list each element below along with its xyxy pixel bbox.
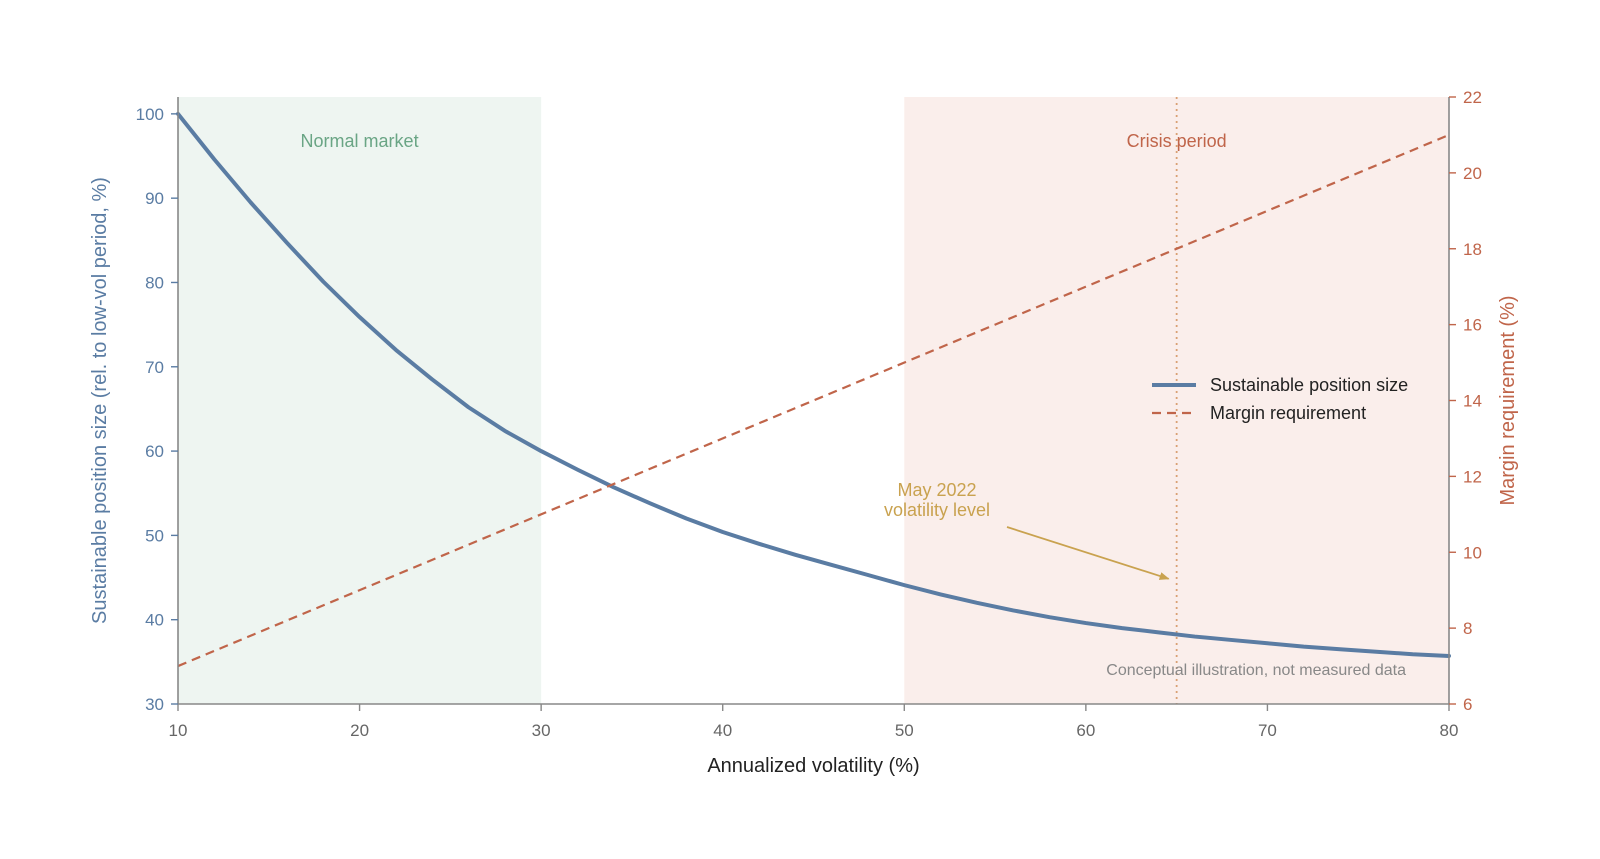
legend-label-0: Sustainable position size	[1210, 375, 1408, 395]
series-layer	[176, 111, 1451, 668]
left-y-tick-label: 60	[145, 442, 164, 461]
right-y-tick-label: 10	[1463, 543, 1482, 562]
region-labels: Normal market Crisis period	[301, 131, 1227, 151]
x-tick-label: 80	[1440, 721, 1459, 740]
conceptual-note: Conceptual illustration, not measured da…	[1106, 662, 1406, 679]
annotation-text-line-0: May 2022	[897, 480, 976, 500]
x-tick-label: 50	[895, 721, 914, 740]
left-y-tick-label: 100	[136, 105, 164, 124]
left-y-tick-label: 40	[145, 611, 164, 630]
left-y-tick-label: 70	[145, 358, 164, 377]
right-y-axis-title: Margin requirement (%)	[1497, 295, 1519, 505]
right-y-tick-label: 6	[1463, 695, 1472, 714]
x-axis-title: Annualized volatility (%)	[707, 755, 919, 777]
series-line-0	[176, 111, 1451, 658]
shaded-regions	[178, 97, 1449, 704]
left-y-axis-title: Sustainable position size (rel. to low-v…	[89, 177, 111, 624]
right-y-tick-label: 18	[1463, 240, 1482, 259]
x-tick-label: 70	[1258, 721, 1277, 740]
left-y-tick-label: 30	[145, 695, 164, 714]
right-y-tick-label: 8	[1463, 619, 1472, 638]
x-tick-label: 60	[1076, 721, 1095, 740]
right-y-tick-label: 14	[1463, 392, 1482, 411]
x-tick-label: 30	[532, 721, 551, 740]
right-y-tick-label: 22	[1463, 88, 1482, 107]
x-tick-label: 10	[169, 721, 188, 740]
legend-label-1: Margin requirement	[1210, 403, 1366, 423]
x-tick-label: 20	[350, 721, 369, 740]
region-0	[178, 97, 542, 704]
annotation-arrow	[1006, 526, 1170, 580]
series-line-1	[177, 133, 1450, 668]
region-label-1: Crisis period	[1127, 131, 1227, 151]
x-tick-label: 40	[713, 721, 732, 740]
right-y-tick-label: 12	[1463, 467, 1482, 486]
axes: 10 20 30 40 50 60 70 80 30 40 50 60 70 80 90 100 6 8 10 12 1…	[136, 88, 1482, 740]
annotation-text-line-1: volatility level	[884, 500, 990, 520]
left-y-tick-label: 50	[145, 526, 164, 545]
left-y-tick-label: 80	[145, 273, 164, 292]
region-label-0: Normal market	[301, 131, 419, 151]
legend: Sustainable position size Margin requirem…	[1152, 375, 1408, 423]
left-y-tick-label: 90	[145, 189, 164, 208]
right-y-tick-label: 20	[1463, 164, 1482, 183]
right-y-tick-label: 16	[1463, 316, 1482, 335]
